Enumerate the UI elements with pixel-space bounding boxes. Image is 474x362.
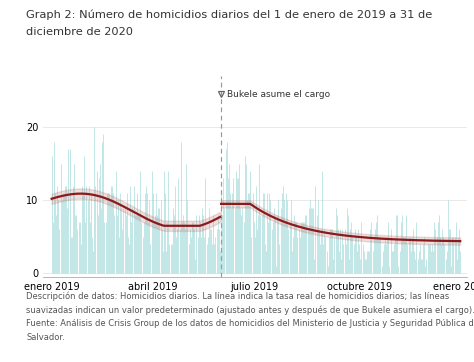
Text: diciembre de 2020: diciembre de 2020 <box>26 27 133 37</box>
Text: suavizadas indican un valor predeterminado (ajustado antes y después de que Buke: suavizadas indican un valor predetermina… <box>26 305 474 315</box>
Text: Fuente: Análisis de Crisis Group de los datos de homicidios del Ministerio de Ju: Fuente: Análisis de Crisis Group de los … <box>26 319 474 328</box>
Text: Bukele asume el cargo: Bukele asume el cargo <box>227 90 330 99</box>
Text: Graph 2: Número de homicidios diarios del 1 de enero de 2019 a 31 de: Graph 2: Número de homicidios diarios de… <box>26 9 432 20</box>
Text: Salvador.: Salvador. <box>26 333 65 342</box>
Text: Descripción de datos: Homicidios diarios. La línea indica la tasa real de homici: Descripción de datos: Homicidios diarios… <box>26 291 449 301</box>
